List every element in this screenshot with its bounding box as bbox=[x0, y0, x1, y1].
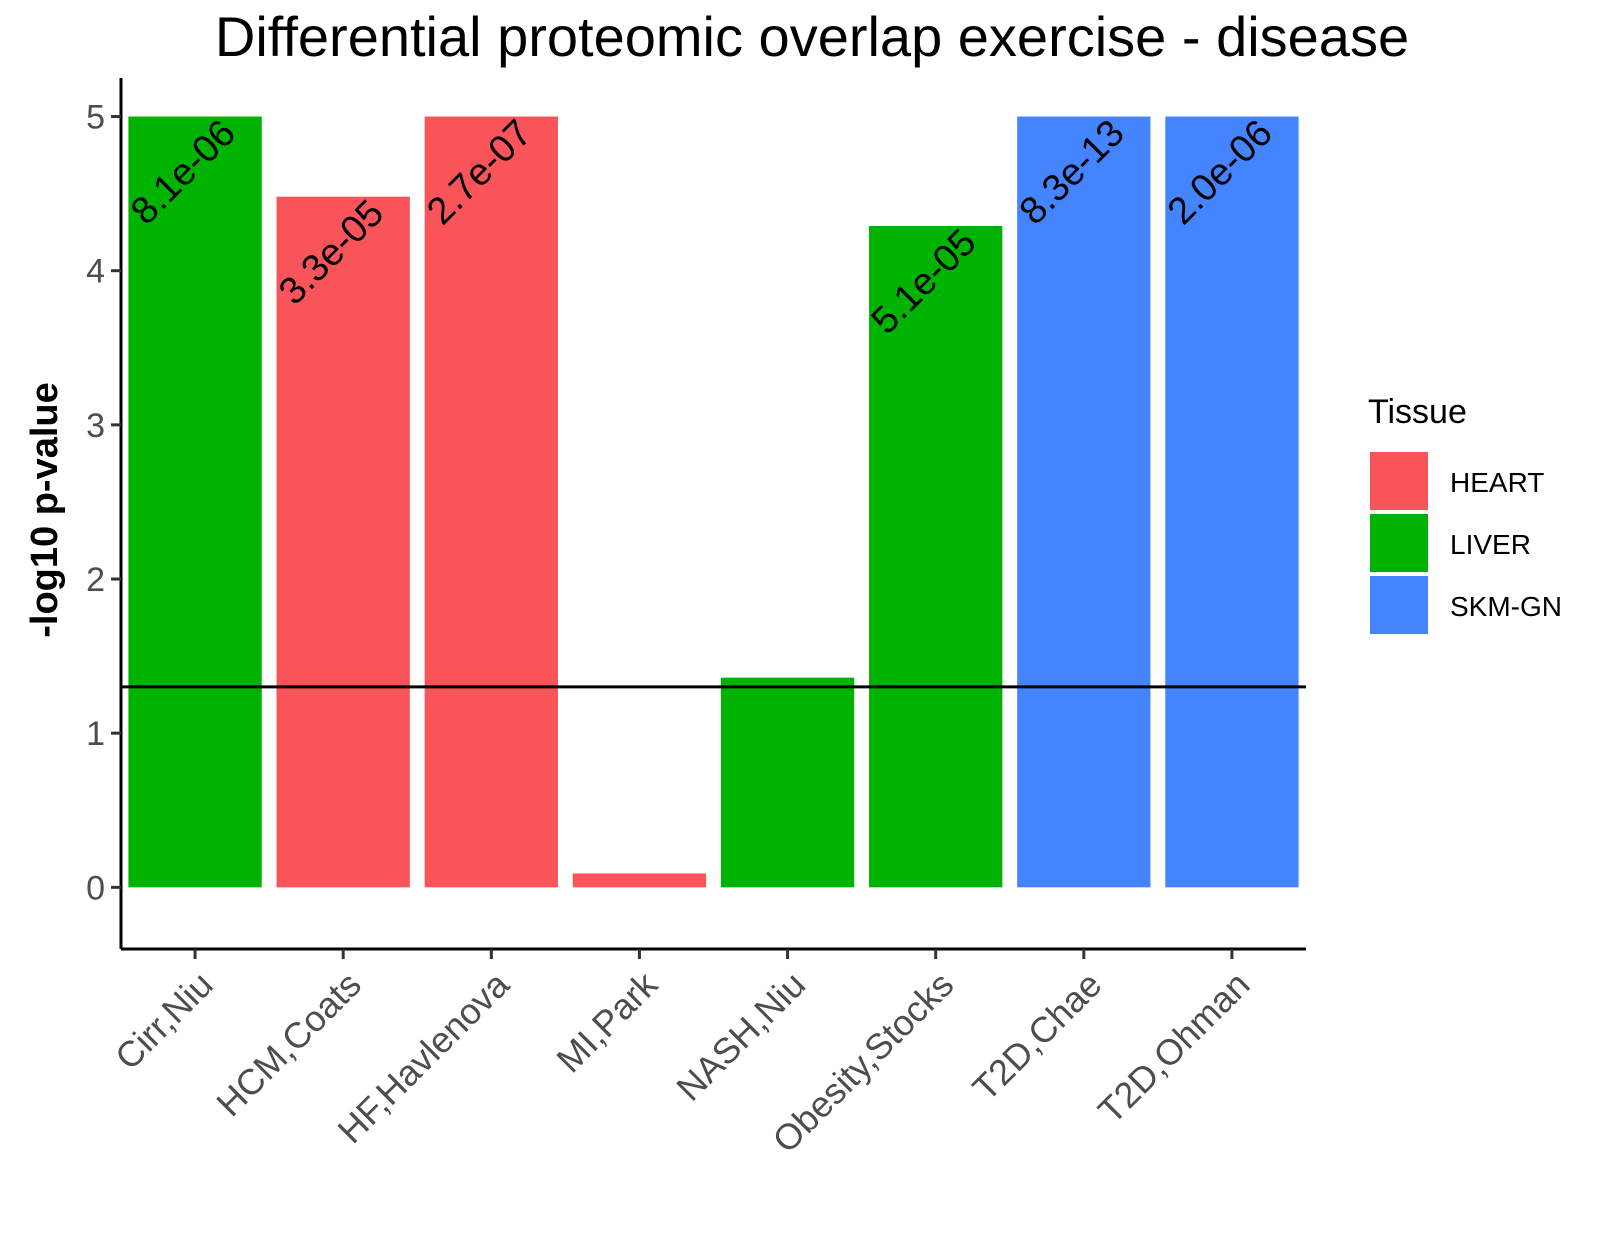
bar-t2d-ohman bbox=[1165, 116, 1299, 888]
legend-label-liver: LIVER bbox=[1450, 529, 1531, 560]
legend: Tissue HEART LIVER SKM-GN bbox=[1368, 393, 1562, 634]
y-tick-label: 1 bbox=[86, 715, 105, 753]
bar-mi-park bbox=[572, 873, 707, 888]
x-tick-label: HCM,Coats bbox=[208, 964, 369, 1125]
x-tick-label: MI,Park bbox=[548, 963, 665, 1080]
bar-hf-havlenova bbox=[424, 116, 558, 888]
bar-obesity-stocks bbox=[869, 225, 1003, 888]
bar-nash-niu bbox=[720, 677, 855, 888]
legend-label-skm-gn: SKM-GN bbox=[1450, 591, 1562, 622]
y-axis-title: -log10 p-value bbox=[24, 382, 66, 638]
bar-cirr-niu bbox=[128, 116, 262, 888]
legend-key-liver bbox=[1370, 514, 1428, 572]
y-tick-label: 5 bbox=[86, 99, 105, 137]
legend-key-skm-gn bbox=[1370, 576, 1428, 634]
y-tick-label: 4 bbox=[86, 253, 105, 291]
x-tick-label: T2D,Chae bbox=[964, 964, 1109, 1109]
bar-hcm-coats bbox=[276, 196, 410, 888]
x-tick-label: T2D,Ohman bbox=[1090, 964, 1258, 1132]
legend-key-heart bbox=[1370, 452, 1428, 510]
x-tick-label: Cirr,Niu bbox=[107, 964, 221, 1078]
x-tick-label: NASH,Niu bbox=[668, 964, 813, 1109]
y-tick-label: 3 bbox=[86, 407, 105, 445]
y-tick-label: 2 bbox=[86, 561, 105, 599]
bar-t2d-chae bbox=[1017, 116, 1151, 888]
y-tick-label: 0 bbox=[86, 869, 105, 907]
legend-title: Tissue bbox=[1368, 393, 1467, 431]
legend-label-heart: HEART bbox=[1450, 467, 1544, 498]
chart-title: Differential proteomic overlap exercise … bbox=[215, 5, 1409, 68]
